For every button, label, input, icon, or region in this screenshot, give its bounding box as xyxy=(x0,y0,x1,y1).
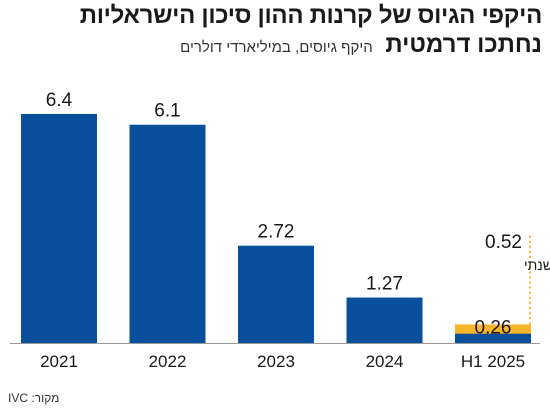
bar-value-label: 6.1 xyxy=(154,101,180,122)
chart-subtitle: היקף גיוסים, במיליארדי דולרים xyxy=(180,39,373,56)
bar-value-label: 2.72 xyxy=(258,222,295,243)
bar-value-label: 0.26 xyxy=(475,318,512,339)
annual-pace-label: קצב שנתי xyxy=(524,257,550,273)
x-tick-label: H1 2025 xyxy=(461,352,525,371)
chart-title: היקפי הגיוס של קרנות ההון סיכון הישראליו… xyxy=(79,2,543,29)
x-tick-label: 2024 xyxy=(366,352,404,371)
x-tick-label: 2023 xyxy=(257,352,295,371)
chart-title-line2: נחתכו דרמטית היקף גיוסים, במיליארדי דולר… xyxy=(8,30,542,63)
bar-h1-2025 xyxy=(455,333,531,343)
bar-2021 xyxy=(21,114,97,343)
bar-value-label: 1.27 xyxy=(366,274,403,295)
bar-2022 xyxy=(129,124,206,343)
bar-2023 xyxy=(238,245,314,343)
chart-title-emphasis: נחתכו דרמטית xyxy=(385,31,542,58)
source-note: מקור: IVC xyxy=(8,391,60,405)
x-tick-label: 2022 xyxy=(149,352,187,371)
bar-value-label: 6.4 xyxy=(46,90,73,111)
bar-2024 xyxy=(346,297,423,343)
annual-pace-value: 0.52 xyxy=(485,232,522,253)
title-block: היקפי הגיוס של קרנות ההון סיכון הישראליו… xyxy=(8,2,543,63)
x-tick-label: 2021 xyxy=(40,352,78,371)
bar-chart: 6.4 2021 6.1 2022 2.72 2023 1.27 2024 0.26 0.52קצ… xyxy=(10,90,550,371)
